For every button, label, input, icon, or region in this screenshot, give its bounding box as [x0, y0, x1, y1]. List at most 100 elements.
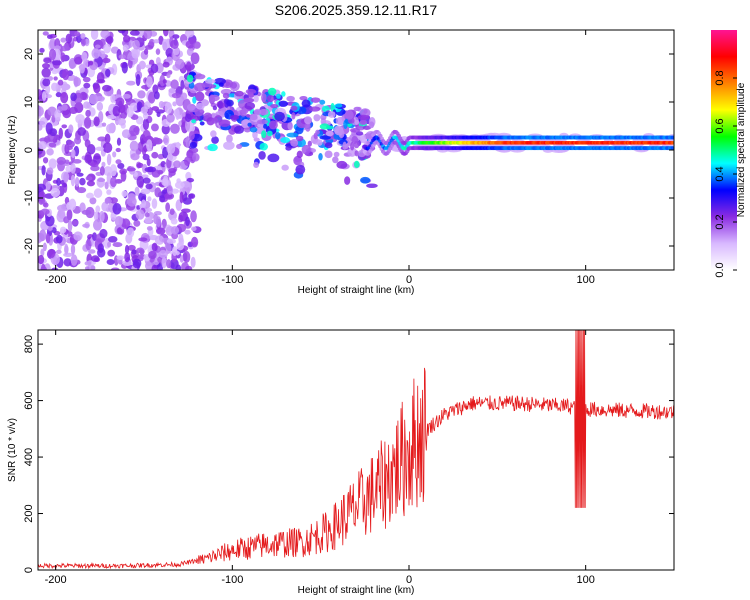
spectrogram-cell: [45, 233, 51, 244]
spectrogram-cell: [155, 227, 166, 235]
spectrogram-cell: [245, 88, 257, 95]
spectrogram-cell: [207, 143, 218, 152]
spectrogram-cell: [50, 187, 61, 198]
spectrogram-cell: [253, 108, 262, 116]
spectrogram-cell: [63, 216, 70, 224]
spectrogram-cell: [106, 123, 115, 134]
spectrogram-x-ticks: -200 -100 0 100: [45, 30, 595, 286]
spectrogram-cell: [43, 57, 52, 64]
spectrogram-cell: [83, 116, 92, 129]
spectrogram-cell: [46, 148, 54, 156]
spectrogram-cell: [89, 162, 99, 168]
spectrogram-cell: [184, 30, 195, 38]
spectrogram-cell: [168, 173, 173, 178]
spectrogram-cell: [217, 100, 223, 109]
spectrogram-cell: [253, 161, 260, 168]
spectrogram-cell: [154, 235, 165, 245]
spectrogram-cell: [195, 102, 205, 110]
spectrogram-cell: [229, 114, 240, 120]
spectrogram-cell: [253, 95, 259, 103]
spectrogram-y-tick-label: 10: [23, 96, 35, 108]
spectrogram-cell: [82, 76, 91, 83]
spectrogram-cell: [234, 125, 245, 134]
spectrogram-cell: [344, 176, 351, 185]
spectrogram-cell: [66, 202, 72, 210]
spectrogram-cell: [61, 104, 68, 111]
spectrogram-cell: [85, 176, 93, 181]
spectrogram-cell: [319, 99, 326, 105]
spectrogram-cell: [210, 130, 217, 138]
spectrogram-cell: [299, 96, 308, 101]
spectrogram-cell: [263, 123, 268, 129]
spectrogram-cell: [71, 149, 76, 159]
spectrogram-cell: [186, 74, 194, 83]
spectrogram-cell: [106, 153, 112, 166]
spectrogram-cell: [72, 159, 82, 164]
spectrogram-cell: [62, 109, 72, 119]
spectrogram-cell: [96, 101, 104, 112]
colorbar-ticks: 0.0 0.2 0.4 0.6 0.8: [714, 70, 737, 278]
spectrogram-y-tick-label: 0: [23, 147, 35, 153]
spectrogram-cell: [670, 146, 674, 151]
spectrogram-cell: [101, 161, 106, 168]
spectrogram-cell: [47, 226, 53, 231]
spectrogram-cell: [241, 108, 249, 115]
spectrogram-cell: [171, 246, 178, 257]
spectrogram-cell: [153, 91, 160, 100]
spectrogram-cell: [670, 141, 674, 145]
spectrogram-cell: [190, 256, 196, 268]
spectrogram-cell: [95, 205, 101, 213]
spectrogram-cell: [179, 191, 184, 204]
spectrogram-cell: [48, 158, 57, 169]
spectrogram-cell: [93, 83, 101, 94]
spectrogram-cell: [185, 265, 193, 270]
spectrogram-cell: [249, 127, 258, 133]
spectrogram-cell: [344, 110, 354, 120]
spectrogram-cell: [220, 88, 233, 95]
colorbar-tick-label: 0.6: [714, 118, 726, 133]
spectrogram-cell: [65, 165, 72, 173]
spectrogram-cell: [192, 153, 200, 162]
spectrogram-cell: [45, 84, 51, 95]
snr-y-tick-label: 200: [23, 504, 35, 522]
spectrogram-cell: [50, 82, 58, 92]
spectrogram-cell: [96, 72, 105, 84]
spectrogram-cell: [147, 196, 152, 202]
spectrogram-cell: [58, 127, 63, 140]
spectrogram-cell: [54, 45, 61, 51]
spectrogram-cell: [56, 156, 66, 165]
spectrogram-cell: [132, 258, 142, 269]
spectrogram-cell: [38, 141, 47, 150]
spectrogram-cell: [99, 166, 105, 176]
spectrogram-cell: [132, 39, 140, 50]
spectrogram-cell: [70, 254, 78, 266]
colorbar-tick-label: 0.0: [714, 262, 726, 277]
spectrogram-cell: [144, 166, 154, 173]
spectrogram-cell: [166, 259, 172, 269]
spectrogram-cell: [41, 165, 46, 176]
spectrogram-cell: [70, 244, 76, 255]
spectrogram-cell: [172, 34, 180, 39]
spectrogram-cell: [67, 140, 75, 148]
spectrogram-cell: [353, 106, 361, 112]
spectrogram-cell: [252, 130, 258, 140]
spectrogram-cell: [38, 105, 44, 117]
spectrogram-cell: [110, 93, 116, 103]
spectrogram-cell: [90, 30, 99, 40]
spectrogram-cell: [142, 118, 150, 131]
spectrogram-cell: [83, 82, 91, 89]
spectrogram-cell: [39, 47, 45, 53]
spectrogram-cell: [137, 90, 146, 99]
spectrogram-cell: [172, 101, 177, 107]
spectrogram-cell: [324, 150, 333, 159]
spectrogram-cell: [63, 172, 69, 184]
spectrogram-cell: [46, 34, 53, 40]
spectrogram-cell: [316, 139, 323, 146]
colorbar: 0.0 0.2 0.4 0.6 0.8 Normalized spectral ampl…: [711, 30, 747, 278]
spectrogram-cell: [243, 97, 255, 103]
colorbar-tick-label: 0.4: [714, 166, 726, 181]
spectrogram-cell: [56, 177, 61, 186]
spectrogram-cell: [136, 247, 144, 254]
spectrogram-cell: [281, 91, 286, 97]
